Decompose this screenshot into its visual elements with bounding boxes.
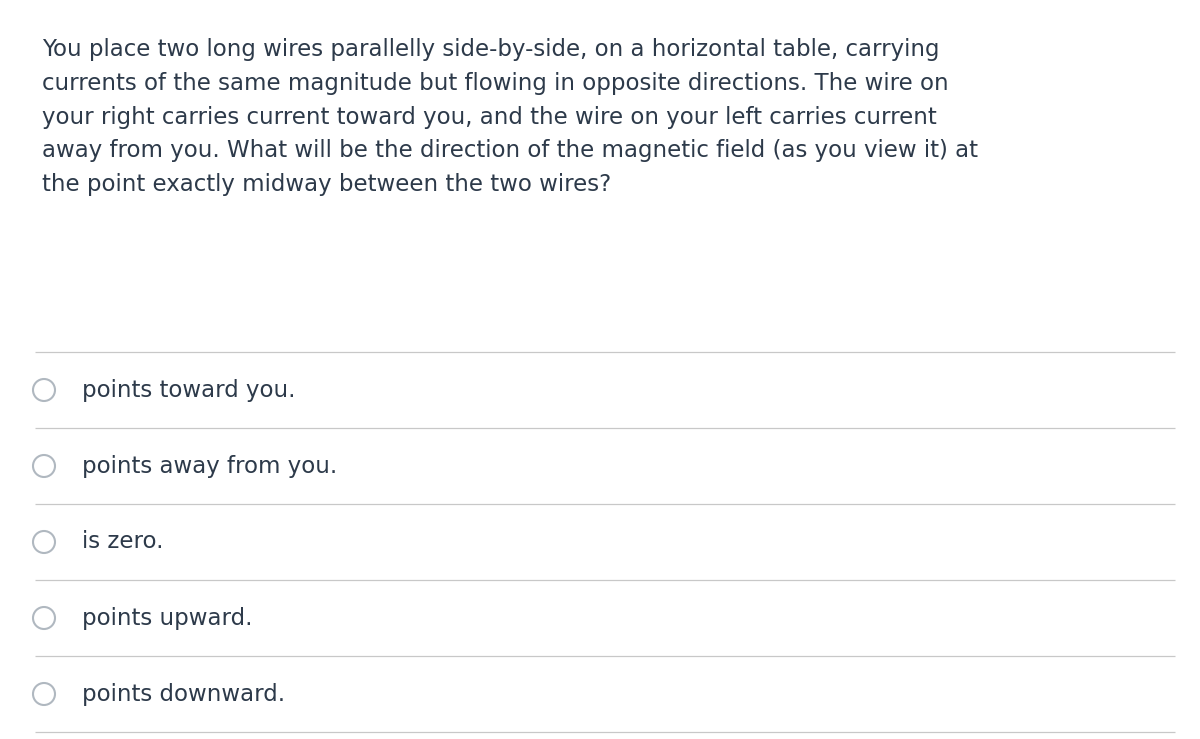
Text: points upward.: points upward. — [82, 607, 252, 630]
Text: is zero.: is zero. — [82, 531, 163, 554]
Text: You place two long wires parallelly side-by-side, on a horizontal table, carryin: You place two long wires parallelly side… — [42, 38, 978, 196]
Text: points downward.: points downward. — [82, 683, 286, 706]
Text: points toward you.: points toward you. — [82, 378, 295, 401]
Text: points away from you.: points away from you. — [82, 454, 337, 477]
